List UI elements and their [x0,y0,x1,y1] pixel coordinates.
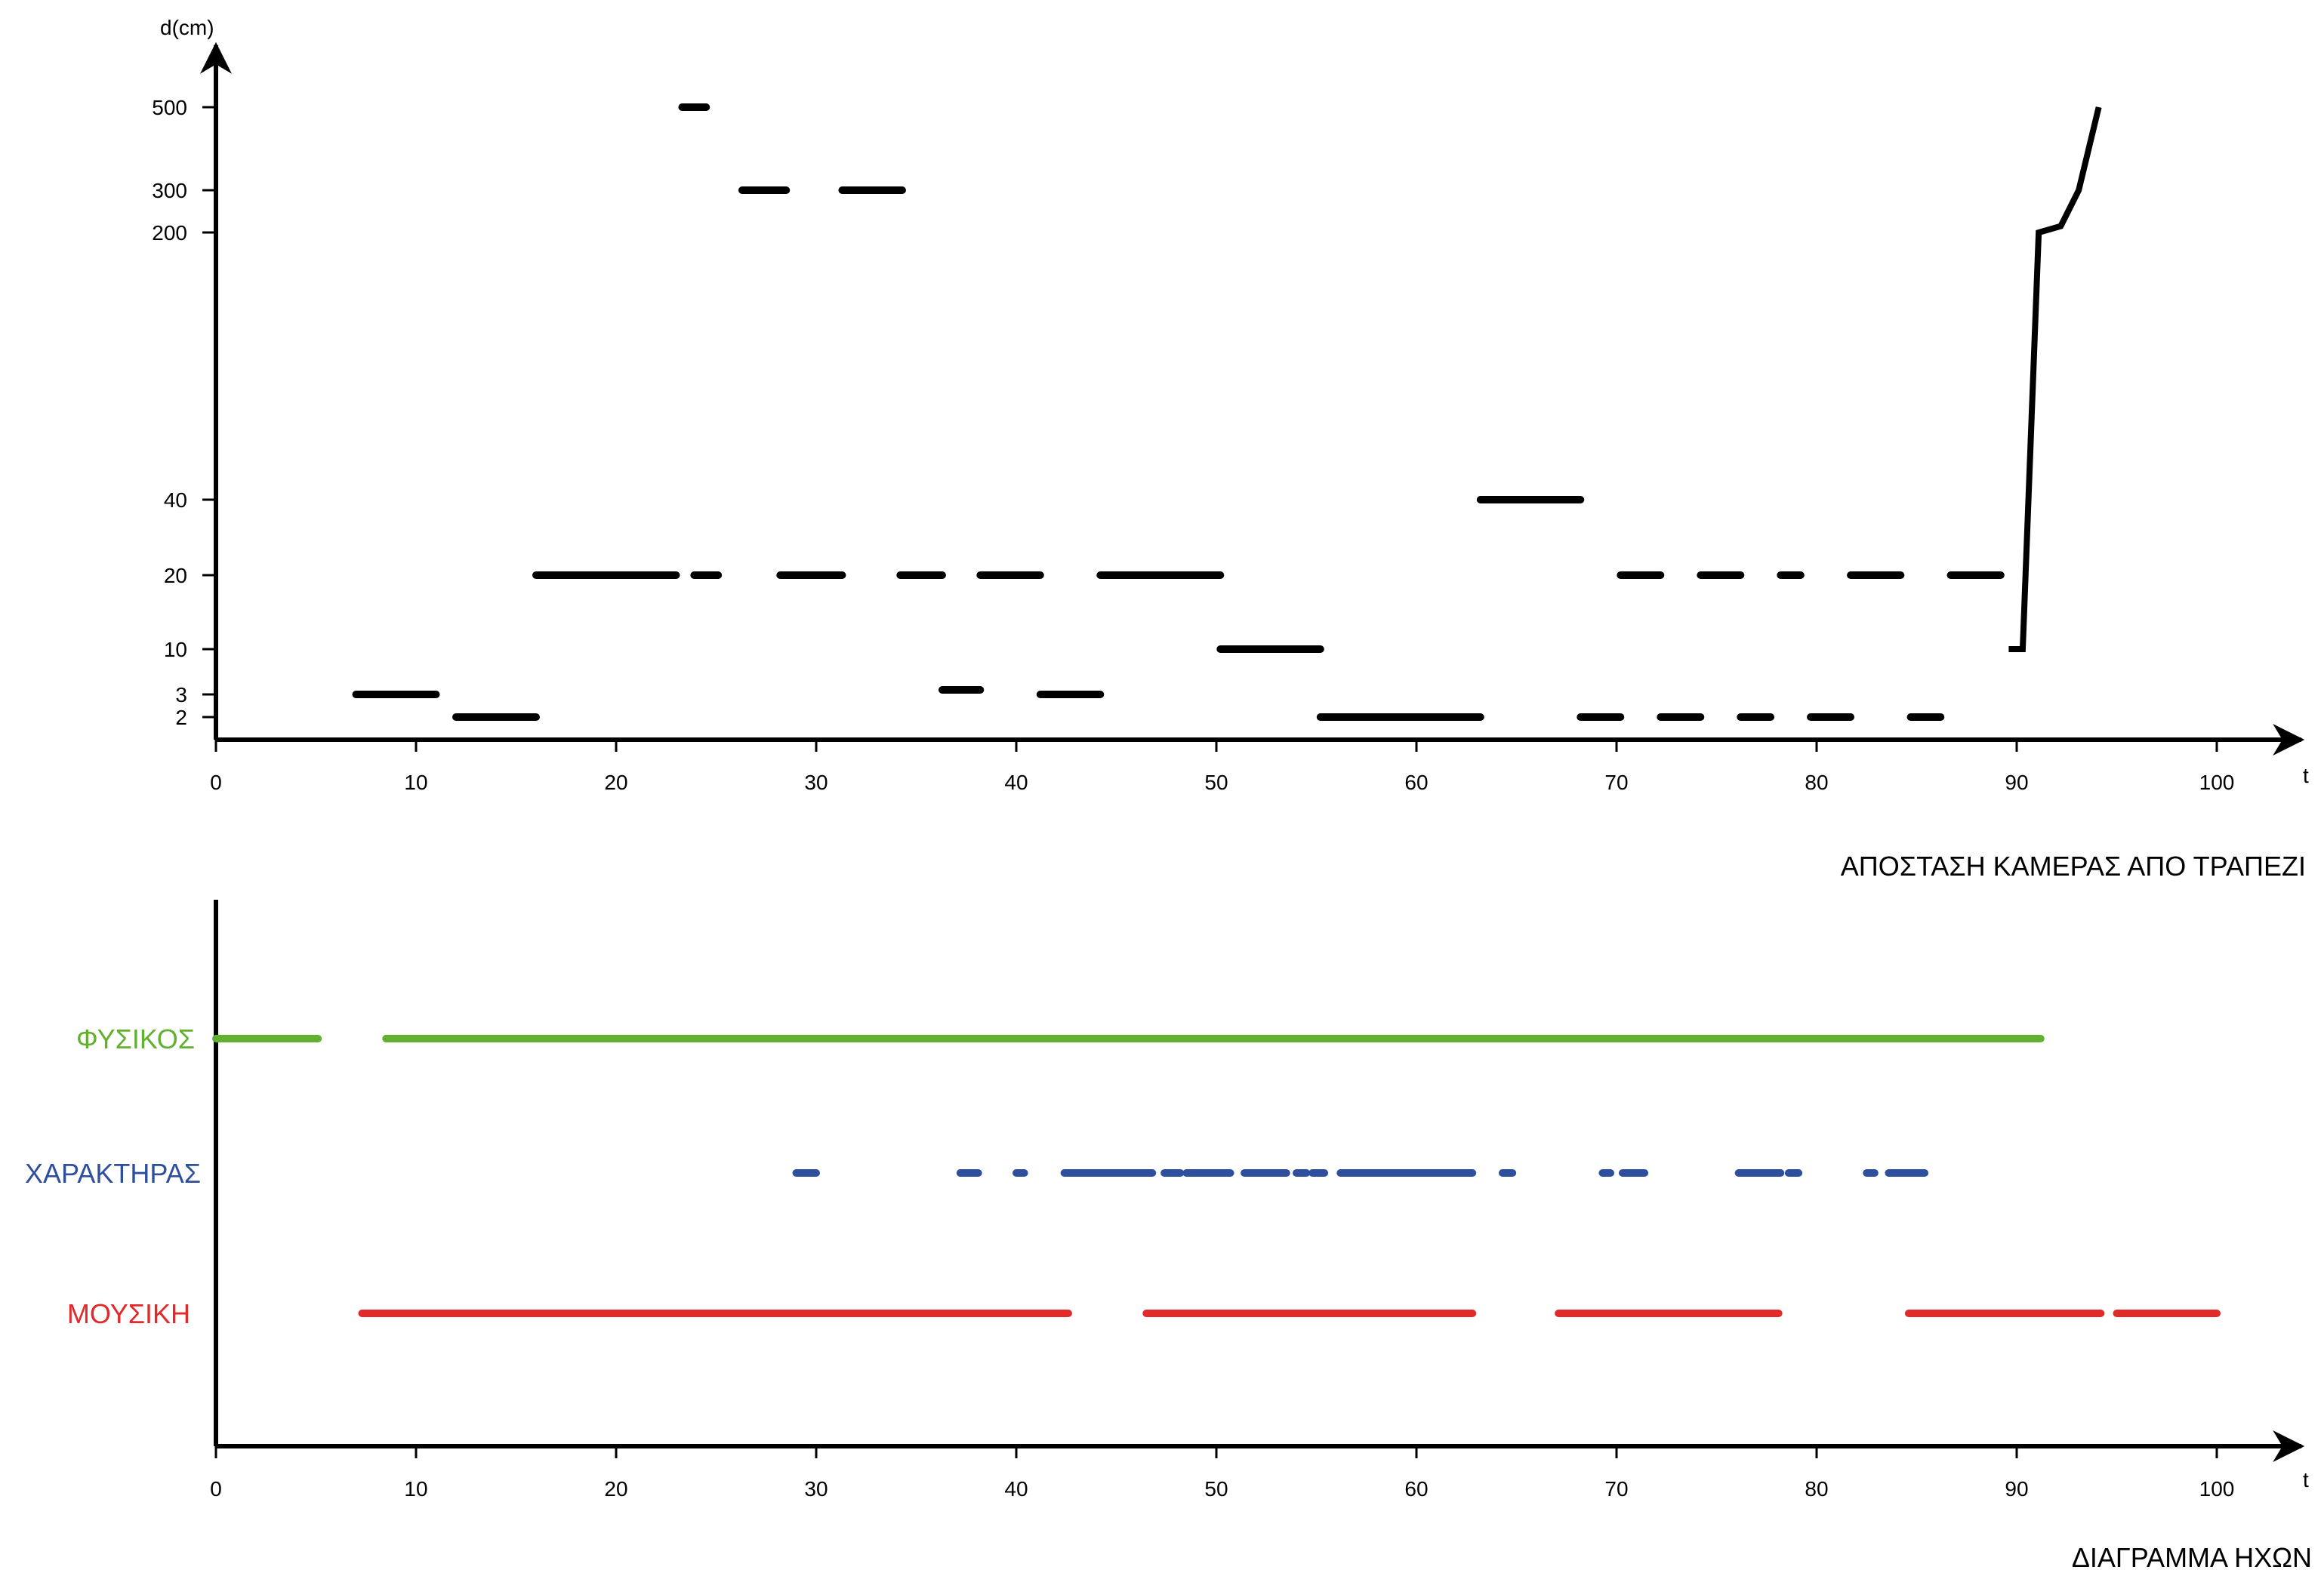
distance-x-tick-label: 90 [2005,771,2028,794]
sound-x-tick-label: 10 [404,1477,427,1501]
distance-chart-title: ΑΠΟΣΤΑΣΗ ΚΑΜΕΡΑΣ ΑΠΟ ΤΡΑΠΕΖΙ [1841,851,2306,882]
distance-x-tick-label: 40 [1004,771,1028,794]
distance-chart: 0 10 20 30 40 50 60 70 80 90 100 23 10 20 40 200 300 500… [152,16,2309,882]
distance-final-line [2008,106,2102,652]
distance-y-tick-label: 40 [164,488,187,512]
distance-x-tick-label: 80 [1805,771,1828,794]
sound-x-tick-label: 80 [1805,1477,1828,1501]
sound-x-tick-label: 60 [1404,1477,1428,1501]
distance-segments [352,103,2005,721]
distance-x-tick-label: 0 [210,771,222,794]
distance-y-tick-label: 3 [175,683,187,706]
distance-y-tick-label: 200 [152,221,187,245]
sound-x-tick-label: 70 [1604,1477,1628,1501]
sound-series-label: ΧΑΡΑΚΤΗΡΑΣ [25,1158,201,1189]
sound-x-tick-label: 100 [2199,1477,2235,1501]
sound-chart: 0 10 20 30 40 50 60 70 80 90 100 t ΦΥΣΙΚΟΣ ΧΑΡΑΚΤΗΡ… [25,900,2312,1570]
sound-x-ticks: 0 10 20 30 40 50 60 70 80 90 100 [210,1446,2234,1501]
sound-x-tick-label: 0 [210,1477,222,1501]
sound-x-tick-label: 90 [2005,1477,2028,1501]
distance-x-tick-label: 20 [604,771,627,794]
sound-x-tick-label: 40 [1004,1477,1028,1501]
sound-series: ΦΥΣΙΚΟΣ ΧΑΡΑΚΤΗΡΑΣ ΜΟΥΣΙΚΗ [25,1024,2221,1329]
sound-x-tick-label: 50 [1204,1477,1228,1501]
distance-x-tick-label: 50 [1204,771,1228,794]
distance-x-tick-label: 60 [1404,771,1428,794]
distance-x-tick-label: 100 [2199,771,2235,794]
sound-x-tick-label: 30 [804,1477,828,1501]
distance-y-tick-label: 500 [152,96,187,119]
distance-x-tick-label: 10 [404,771,427,794]
distance-x-tick-label: 70 [1604,771,1628,794]
distance-y-axis-label: d(cm) [160,16,214,39]
distance-x-tick-label: 30 [804,771,828,794]
distance-y-tick-label: 300 [152,179,187,202]
distance-y-ticks: 23 10 20 40 200 300 500 [152,96,216,729]
sound-x-tick-label: 20 [604,1477,627,1501]
sound-chart-title: ΔΙΑΓΡΑΜΜΑ ΗΧΩΝ [2072,1542,2312,1570]
sound-series-label: ΦΥΣΙΚΟΣ [76,1024,195,1054]
distance-x-axis-label: t [2303,764,2309,787]
distance-y-tick-label: 2 [175,706,187,729]
distance-x-ticks: 0 10 20 30 40 50 60 70 80 90 100 [210,740,2234,794]
distance-y-tick-label: 20 [164,564,187,587]
sound-series-label: ΜΟΥΣΙΚΗ [67,1298,190,1329]
sound-x-axis-label: t [2303,1468,2309,1492]
distance-y-tick-label: 10 [164,638,187,661]
